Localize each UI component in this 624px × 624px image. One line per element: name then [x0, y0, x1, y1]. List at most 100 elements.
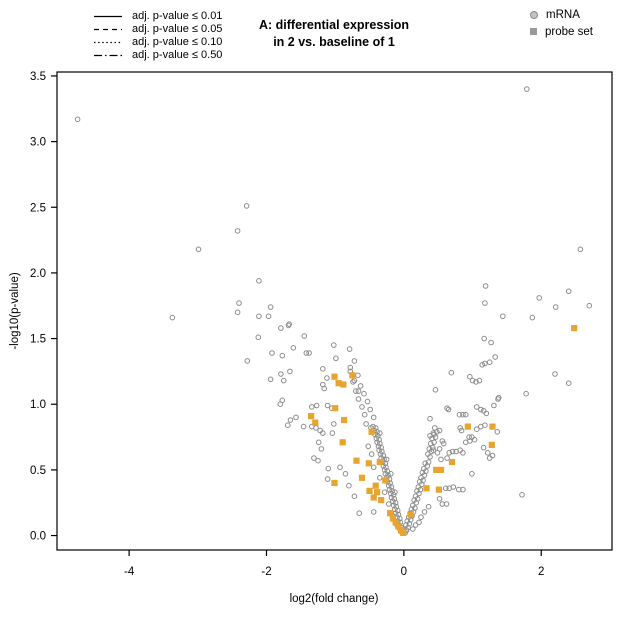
mrna-point	[313, 402, 320, 409]
probe-set-point	[464, 423, 471, 430]
mrna-point	[421, 509, 428, 515]
mrna-point	[432, 387, 439, 393]
mrna-point	[363, 421, 369, 427]
probe-set-point	[448, 458, 456, 466]
mrna-point	[361, 390, 367, 397]
pvalue-legend-item: adj. p-value ≤ 0.10	[93, 36, 222, 49]
mrna-point	[421, 465, 427, 472]
mrna-point	[278, 325, 284, 331]
y-tick-label: 1.0	[30, 399, 46, 411]
mrna-point	[412, 493, 419, 500]
mrna-point	[460, 486, 466, 493]
probe-set-point	[382, 477, 389, 484]
mrna-point	[256, 278, 262, 284]
mrna-point	[565, 380, 572, 387]
mrna-point	[320, 430, 326, 436]
mrna-point	[333, 355, 339, 362]
mrna-point	[483, 410, 490, 417]
mrna-point	[495, 394, 502, 401]
mrna-point	[462, 411, 469, 418]
mrna-point	[478, 423, 484, 430]
y-tick-label: 0.0	[30, 531, 46, 543]
y-tick-label: 2.5	[30, 202, 46, 214]
mrna-point	[467, 373, 473, 380]
mrna-point	[342, 471, 349, 477]
mrna-point	[347, 364, 354, 371]
solid-line-icon	[94, 15, 122, 18]
probe-set-point	[387, 510, 394, 517]
mrna-point	[74, 116, 81, 123]
mrna-point	[321, 385, 328, 392]
mrna-point	[377, 475, 383, 481]
mrna-point	[529, 314, 536, 321]
mrna-point	[278, 371, 284, 377]
mrna-point	[169, 314, 176, 321]
mrna-point	[357, 383, 364, 389]
probe-set-point	[358, 474, 366, 481]
mrna-point	[484, 450, 491, 456]
series-legend: mRNA probe set	[530, 6, 593, 40]
mrna-point	[458, 427, 465, 434]
probe-set-point	[489, 423, 496, 430]
mrna-point	[432, 425, 438, 431]
mrna-point	[466, 434, 472, 440]
probe-set-point	[423, 485, 430, 492]
probe-set-point	[433, 466, 440, 473]
mrna-point	[457, 447, 464, 454]
mrna-point	[195, 246, 202, 253]
y-axis-label: -log10(p-value)	[9, 272, 21, 350]
mrna-point	[416, 519, 422, 526]
mrna-point	[410, 502, 416, 509]
y-tick-label: 3.5	[30, 71, 46, 83]
mrna-point	[429, 435, 435, 442]
mrna-point	[370, 464, 377, 471]
mrna-point	[392, 489, 398, 496]
probe-set-point	[376, 458, 383, 466]
x-tick-label: -2	[261, 566, 271, 578]
mrna-point	[491, 402, 497, 409]
mrna-point	[456, 486, 462, 493]
mrna-point	[293, 414, 299, 421]
mrna-point	[486, 359, 493, 366]
mrna-point	[471, 436, 478, 443]
mrna-marker-icon	[530, 10, 538, 19]
mrna-point	[565, 288, 572, 295]
mrna-point	[577, 246, 584, 253]
x-tick-label: 0	[401, 566, 407, 578]
mrna-point	[306, 350, 312, 356]
mrna-point	[395, 511, 402, 518]
mrna-point	[346, 482, 352, 489]
mrna-point	[324, 402, 331, 409]
mrna-point	[482, 283, 489, 289]
mrna-point	[370, 414, 377, 421]
mrna-point	[324, 375, 330, 381]
mrna-point	[460, 450, 466, 456]
mrna-point	[267, 304, 274, 310]
mrna-point	[440, 440, 447, 447]
mrna-point	[426, 446, 433, 452]
mrna-point	[290, 345, 297, 351]
mrna-point	[351, 358, 358, 364]
probe-set-point	[488, 441, 495, 448]
probe-set-point	[571, 325, 578, 332]
probe-set-point	[349, 372, 356, 379]
mrna-point	[315, 457, 321, 464]
mrna-point	[364, 398, 371, 405]
probe-set-point	[389, 515, 396, 522]
y-tick-label: 3.0	[30, 137, 46, 149]
mrna-point	[370, 509, 377, 515]
probe-set-point	[331, 479, 338, 487]
mrna-point	[473, 426, 480, 433]
y-tick-label: 1.5	[30, 334, 46, 346]
probe-set-point	[378, 497, 385, 504]
mrna-point	[469, 471, 475, 477]
mrna-point	[552, 304, 559, 310]
mrna-point	[320, 366, 326, 372]
mrna-point	[355, 372, 361, 379]
series-legend-item: probe set	[530, 23, 593, 40]
probe-set-point	[370, 494, 377, 501]
mrna-point	[279, 397, 286, 404]
x-tick-label: -4	[124, 566, 135, 578]
